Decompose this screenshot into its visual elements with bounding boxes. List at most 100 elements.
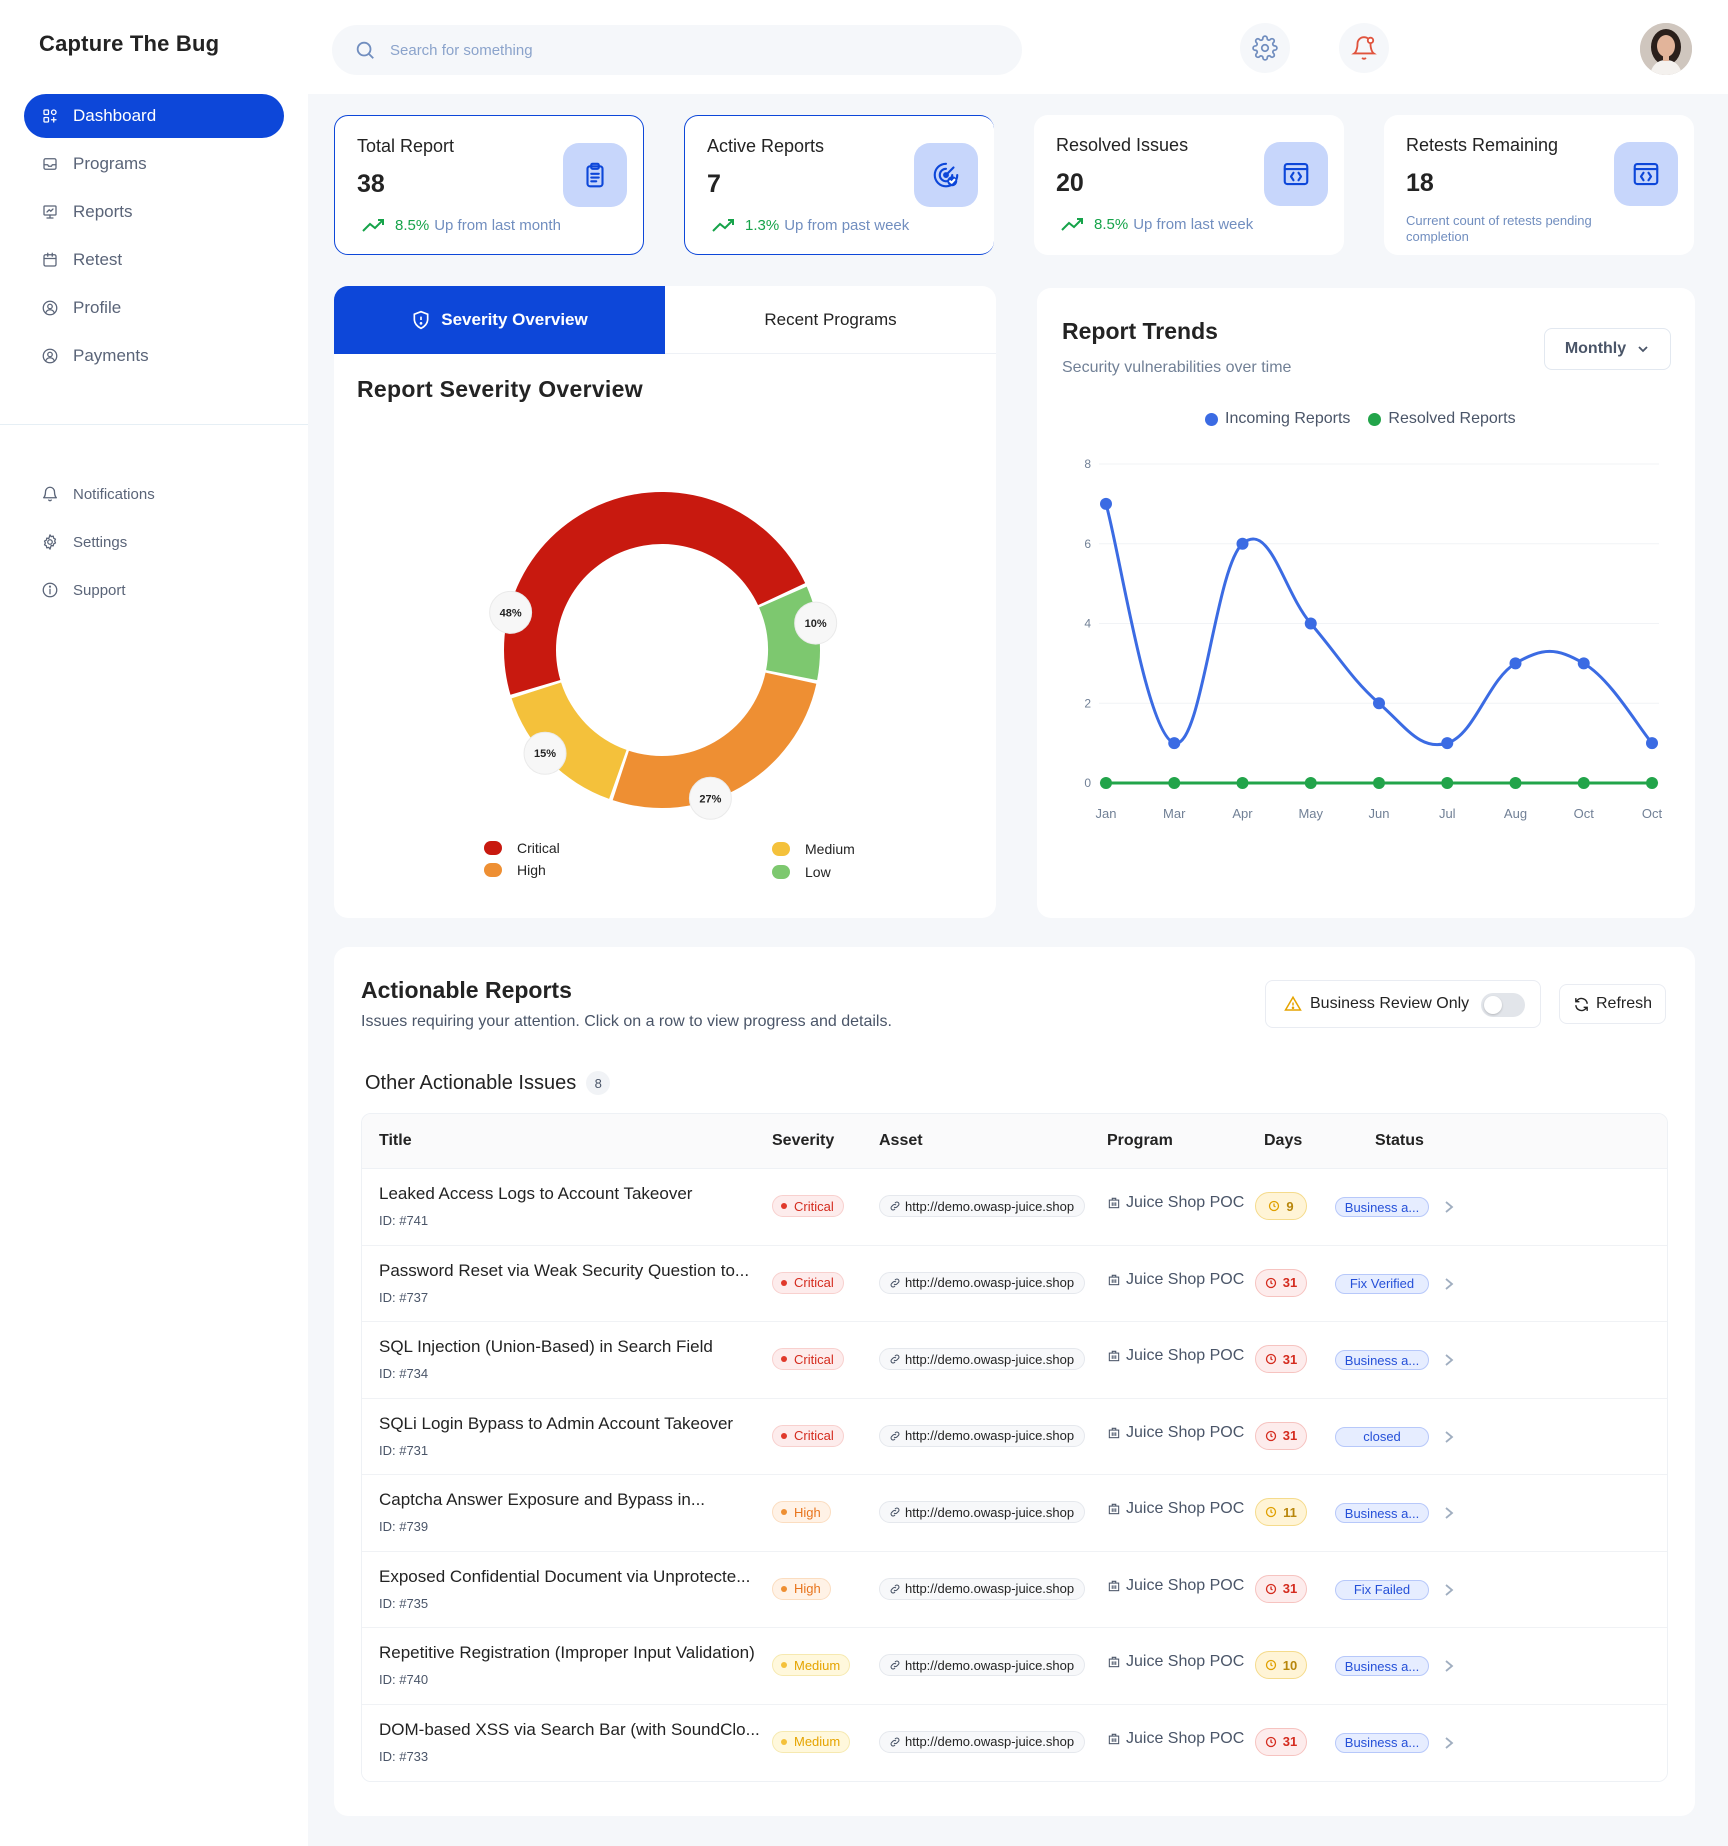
table-row[interactable]: SQLi Login Bypass to Admin Account Takeo… — [362, 1398, 1667, 1475]
row-open-chevron[interactable] — [1442, 1580, 1456, 1600]
data-point[interactable] — [1646, 777, 1658, 789]
sidebar-item-label: Programs — [73, 154, 147, 173]
search-bar[interactable] — [332, 25, 1022, 75]
column-status[interactable]: Status — [1375, 1132, 1424, 1149]
clipboard-icon — [586, 162, 604, 188]
data-point[interactable] — [1100, 497, 1112, 510]
table-row[interactable]: DOM-based XSS via Search Bar (with Sound… — [362, 1704, 1667, 1781]
x-tick-label: Oct — [1642, 806, 1663, 821]
settings-button[interactable] — [1240, 23, 1290, 73]
brand-logo[interactable]: Capture The Bug — [39, 31, 220, 56]
stat-note: Current count of retests pending complet… — [1406, 213, 1592, 244]
data-point[interactable] — [1304, 617, 1317, 630]
asset-chip[interactable]: http://demo.owasp-juice.shop — [879, 1424, 1086, 1447]
link-icon — [890, 1584, 900, 1593]
link-icon — [890, 1354, 900, 1364]
data-point[interactable] — [1236, 777, 1249, 789]
table-row[interactable]: Repetitive Registration (Improper Input … — [362, 1628, 1667, 1705]
stat-percent: 1.3% — [745, 216, 780, 234]
data-point[interactable] — [1577, 777, 1590, 789]
business-review-toggle[interactable]: Business Review Only — [1265, 980, 1541, 1028]
asset-chip[interactable]: http://demo.owasp-juice.shop — [879, 1577, 1086, 1600]
sidebar-item-notifications[interactable]: Notifications — [24, 472, 284, 516]
stat-card-active-reports[interactable]: Active Reports 7 1.3% Up from past week — [684, 115, 994, 255]
tab-severity-overview[interactable]: Severity Overview — [334, 286, 665, 354]
asset-chip[interactable]: http://demo.owasp-juice.shop — [879, 1348, 1086, 1370]
status-badge: Business a... — [1335, 1656, 1429, 1676]
data-point[interactable] — [1373, 777, 1385, 789]
asset-chip[interactable]: http://demo.owasp-juice.shop — [879, 1654, 1086, 1676]
data-point[interactable] — [1577, 657, 1590, 670]
data-point[interactable] — [1509, 657, 1522, 670]
asset-chip[interactable]: http://demo.owasp-juice.shop — [879, 1730, 1086, 1753]
data-point[interactable] — [1509, 777, 1522, 789]
column-days[interactable]: Days — [1264, 1132, 1303, 1149]
sidebar-item-support[interactable]: Support — [24, 568, 284, 612]
sidebar-item-profile[interactable]: Profile — [24, 286, 284, 330]
donut-label-medium: 15% — [523, 731, 567, 775]
actionable-title: Actionable Reports — [361, 977, 572, 1003]
program-cell: Juice Shop POC — [1107, 1194, 1244, 1212]
data-point[interactable] — [1441, 737, 1454, 750]
data-point[interactable] — [1168, 737, 1181, 750]
stat-icon-badge — [563, 143, 627, 207]
asset-chip[interactable]: http://demo.owasp-juice.shop — [879, 1195, 1086, 1217]
period-dropdown[interactable]: Monthly — [1544, 328, 1671, 370]
sidebar-item-retest[interactable]: Retest — [24, 238, 284, 282]
donut-slice-critical[interactable] — [504, 492, 806, 695]
data-point[interactable] — [1304, 777, 1317, 789]
sidebar-item-label: Dashboard — [73, 106, 157, 125]
sidebar-item-settings[interactable]: Settings — [24, 520, 284, 564]
donut-label-bubble — [489, 590, 533, 634]
row-open-chevron[interactable] — [1442, 1503, 1456, 1523]
column-asset[interactable]: Asset — [879, 1132, 923, 1149]
table-row[interactable]: Exposed Confidential Document via Unprot… — [362, 1551, 1667, 1628]
severity-dot — [781, 1585, 787, 1592]
clock-icon — [1265, 1583, 1276, 1594]
x-tick-label: Mar — [1163, 806, 1186, 821]
row-open-chevron[interactable] — [1442, 1197, 1456, 1217]
row-open-chevron[interactable] — [1442, 1350, 1456, 1370]
notifications-button[interactable] — [1339, 23, 1389, 73]
asset-url: http://demo.owasp-juice.shop — [905, 1657, 1075, 1673]
search-input[interactable] — [390, 41, 890, 59]
row-open-chevron[interactable] — [1442, 1733, 1456, 1753]
table-row[interactable]: Captcha Answer Exposure and Bypass in...… — [362, 1475, 1667, 1552]
stat-card-resolved-issues[interactable]: Resolved Issues 20 8.5% Up from last wee… — [1034, 115, 1344, 255]
sidebar-item-payments[interactable]: Payments — [24, 334, 284, 378]
column-title[interactable]: Title — [379, 1132, 412, 1149]
row-open-chevron[interactable] — [1442, 1274, 1456, 1294]
data-point[interactable] — [1168, 777, 1181, 789]
sidebar-item-reports[interactable]: Reports — [24, 190, 284, 234]
legend-critical: Critical — [484, 840, 560, 856]
donut-slice-medium[interactable] — [511, 682, 627, 799]
sidebar-item-programs[interactable]: Programs — [24, 142, 284, 186]
data-point[interactable] — [1373, 697, 1385, 710]
toggle-switch[interactable] — [1481, 993, 1525, 1017]
data-point[interactable] — [1100, 777, 1112, 789]
data-point[interactable] — [1441, 777, 1454, 789]
data-point[interactable] — [1236, 537, 1249, 550]
refresh-button[interactable]: Refresh — [1559, 984, 1666, 1024]
avatar[interactable] — [1640, 23, 1692, 75]
severity-badge: Critical — [772, 1424, 844, 1447]
table-row[interactable]: Password Reset via Weak Security Questio… — [362, 1245, 1667, 1322]
donut-slice-high[interactable] — [612, 672, 817, 808]
stat-card-retests-remaining[interactable]: Retests Remaining 18 Current count of re… — [1384, 115, 1694, 255]
sidebar-nav: Dashboard Programs Reports Retest Profile Pay… — [24, 94, 284, 382]
table-row[interactable]: Leaked Access Logs to Account Takeover I… — [362, 1169, 1667, 1246]
stat-card-total-report[interactable]: Total Report 38 8.5% Up from last month — [334, 115, 644, 255]
tab-recent-programs[interactable]: Recent Programs — [665, 286, 996, 354]
column-program[interactable]: Program — [1107, 1132, 1173, 1149]
sidebar-item-label: Reports — [73, 202, 133, 221]
asset-chip[interactable]: http://demo.owasp-juice.shop — [879, 1271, 1086, 1294]
row-open-chevron[interactable] — [1442, 1427, 1456, 1447]
asset-chip[interactable]: http://demo.owasp-juice.shop — [879, 1501, 1086, 1523]
data-point[interactable] — [1646, 737, 1658, 750]
row-open-chevron[interactable] — [1442, 1656, 1456, 1676]
issue-title: Captcha Answer Exposure and Bypass in... — [379, 1490, 706, 1509]
sidebar-item-dashboard[interactable]: Dashboard — [24, 94, 284, 138]
column-severity[interactable]: Severity — [772, 1132, 835, 1149]
table-row[interactable]: SQL Injection (Union-Based) in Search Fi… — [362, 1322, 1667, 1399]
severity-label: Medium — [794, 1734, 841, 1749]
